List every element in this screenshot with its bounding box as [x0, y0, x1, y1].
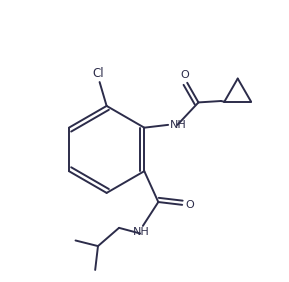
Text: Cl: Cl: [92, 67, 104, 80]
Text: O: O: [186, 200, 194, 210]
Text: O: O: [181, 70, 189, 80]
Text: NH: NH: [170, 120, 186, 130]
Text: NH: NH: [133, 227, 150, 237]
